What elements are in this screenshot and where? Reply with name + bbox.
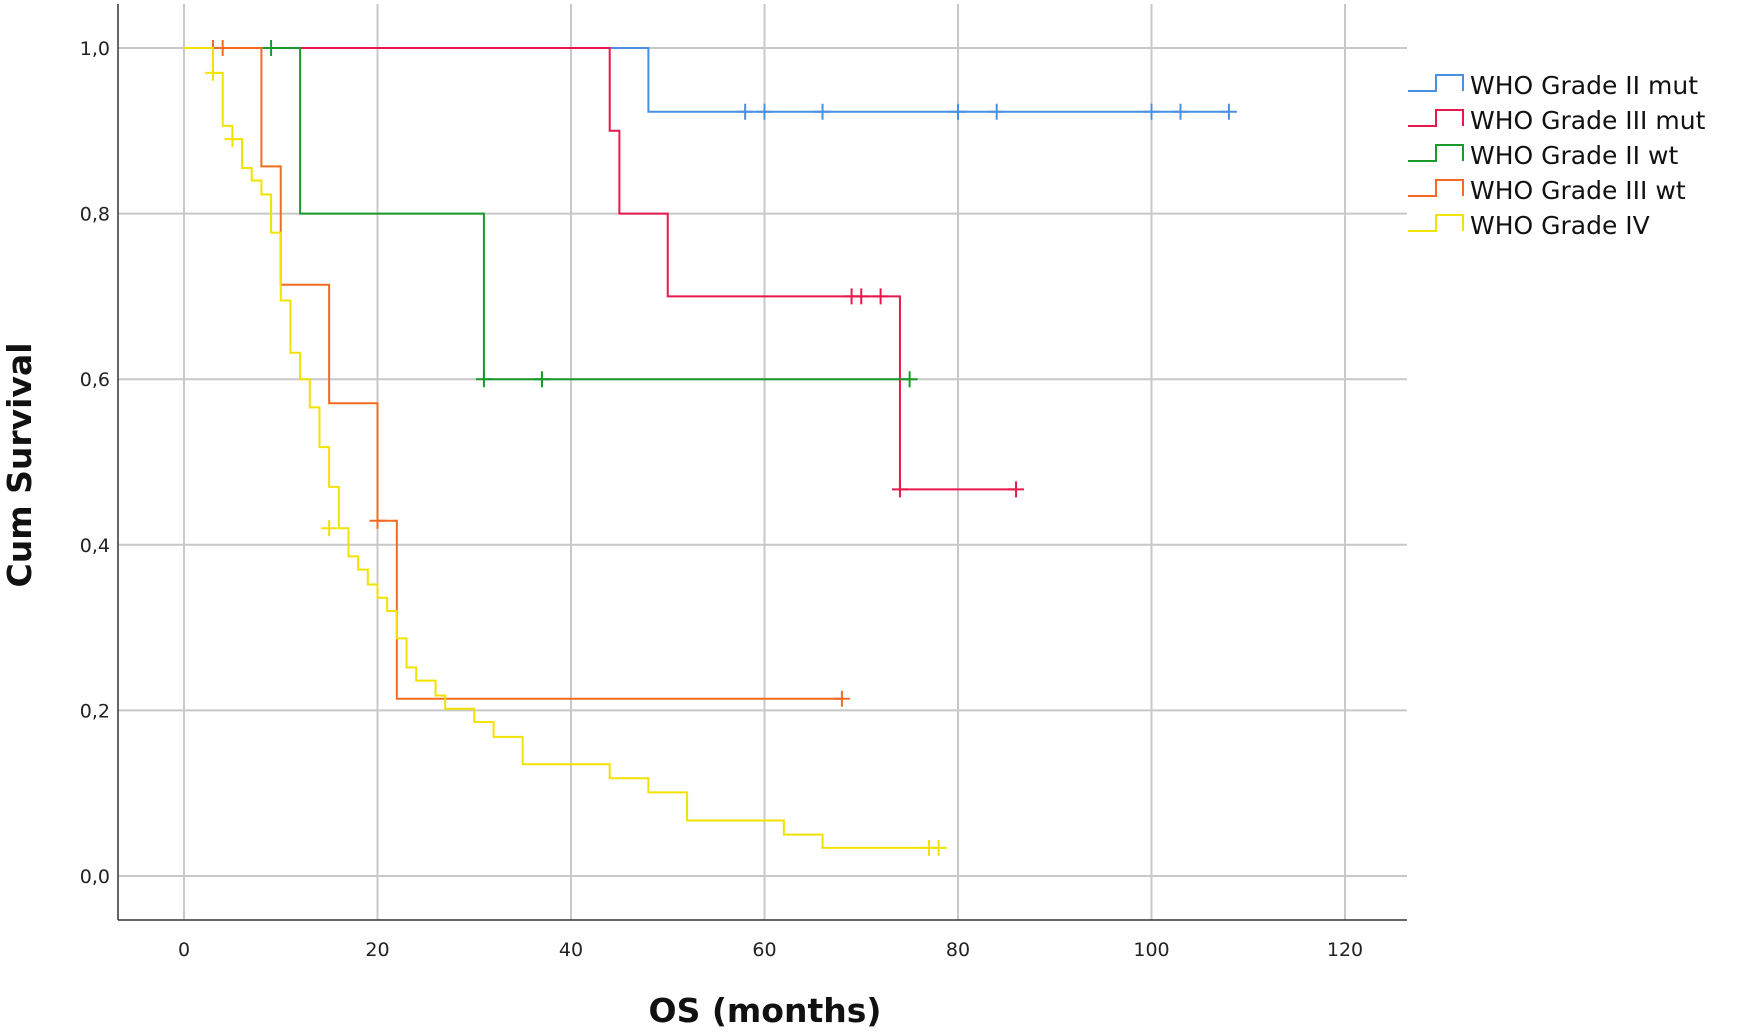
censor-mark-1-4: [1008, 481, 1025, 498]
y-tick-label-4: 0,8: [80, 204, 110, 226]
y-tick-label-2: 0,4: [80, 535, 110, 557]
legend-item-4: WHO Grade IV: [1408, 211, 1650, 240]
legend-label-1: WHO Grade III mut: [1470, 106, 1706, 135]
censor-mark-0-3: [950, 103, 966, 120]
x-axis-ticks: 0 20 40 60 80 100 120: [178, 939, 1363, 961]
series-3: [184, 40, 850, 707]
legend-swatch-0: [1408, 74, 1464, 92]
x-tick-label-0: 0: [178, 939, 190, 961]
censor-mark-1-3: [891, 481, 908, 498]
censor-mark-0-6: [1172, 103, 1189, 120]
censor-mark-4-2: [321, 520, 338, 537]
legend-label-0: WHO Grade II mut: [1470, 71, 1698, 100]
legend-label-2: WHO Grade II wt: [1470, 141, 1678, 170]
x-tick-label-3: 60: [752, 939, 776, 961]
survival-curves: [184, 40, 1237, 856]
x-tick-label-2: 40: [559, 939, 583, 961]
legend-swatch-2: [1408, 144, 1464, 162]
legend-item-2: WHO Grade II wt: [1408, 141, 1678, 170]
x-tick-label-1: 20: [365, 939, 389, 961]
censor-mark-0-2: [814, 103, 831, 120]
series-0: [184, 47, 1237, 120]
censor-mark-2-3: [901, 371, 918, 388]
censor-mark-2-2: [533, 371, 550, 388]
legend: WHO Grade II mut WHO Grade III mut WHO Gra…: [1408, 71, 1706, 240]
censor-mark-0-5: [1143, 103, 1160, 120]
censor-mark-3-1: [214, 40, 231, 56]
y-tick-label-5: 1,0: [80, 38, 110, 60]
censor-mark-3-2: [369, 512, 386, 529]
series-line-4: [184, 47, 939, 849]
censor-mark-0-7: [1220, 103, 1237, 120]
censor-mark-0-1: [756, 103, 773, 120]
x-tick-label-6: 120: [1327, 939, 1363, 961]
series-line-3: [184, 47, 842, 700]
series-line-1: [184, 47, 1017, 491]
legend-label-4: WHO Grade IV: [1470, 211, 1650, 240]
axes: [117, 4, 1407, 921]
censor-mark-2-0: [263, 40, 280, 56]
censor-mark-0-4: [988, 103, 1005, 120]
series-4: [184, 47, 947, 856]
legend-item-0: WHO Grade II mut: [1408, 71, 1698, 100]
x-tick-label-5: 100: [1133, 939, 1169, 961]
legend-item-3: WHO Grade III wt: [1408, 176, 1686, 205]
x-tick-label-4: 80: [946, 939, 970, 961]
y-axis-ticks: 0,0 0,2 0,4 0,6 0,8 1,0: [80, 38, 110, 888]
series-line-0: [184, 47, 1229, 113]
legend-item-1: WHO Grade III mut: [1408, 106, 1706, 135]
censor-mark-3-3: [833, 690, 850, 707]
legend-swatch-4: [1408, 214, 1464, 232]
y-axis-title: Cum Survival: [0, 342, 39, 587]
legend-swatch-3: [1408, 179, 1464, 197]
censor-mark-4-0: [205, 64, 222, 81]
grid-lines: [118, 4, 1407, 920]
series-line-2: [184, 47, 910, 381]
legend-label-3: WHO Grade III wt: [1470, 176, 1686, 205]
y-tick-label-0: 0,0: [80, 866, 110, 888]
censor-mark-1-2: [872, 288, 889, 305]
x-axis-title: OS (months): [649, 991, 882, 1030]
censor-mark-4-1: [224, 131, 241, 148]
censor-mark-2-1: [475, 371, 492, 388]
censor-mark-4-4: [930, 839, 947, 856]
censor-mark-1-1: [853, 288, 870, 305]
legend-swatch-1: [1408, 109, 1464, 127]
series-1: [184, 47, 1025, 498]
censor-mark-0-0: [737, 103, 754, 120]
y-tick-label-3: 0,6: [80, 369, 110, 391]
series-2: [184, 40, 918, 388]
y-tick-label-1: 0,2: [80, 700, 110, 722]
